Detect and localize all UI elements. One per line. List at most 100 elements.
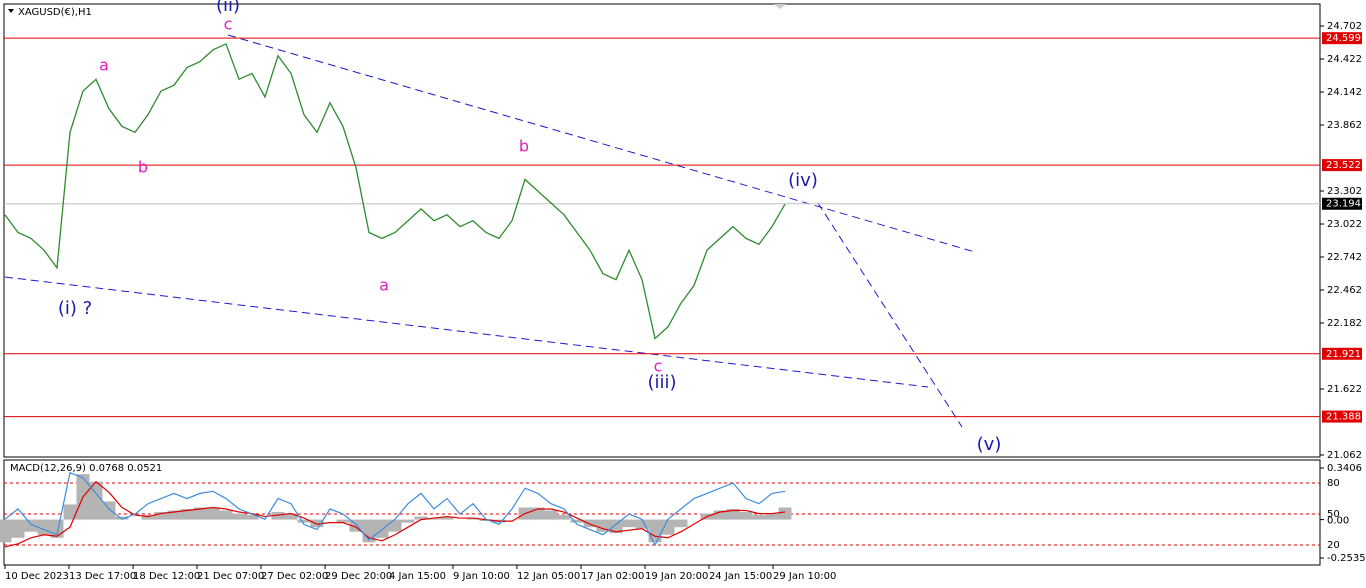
macd-bar: [401, 519, 415, 523]
signal-line: [4, 480, 786, 548]
wave-label: a: [379, 276, 389, 295]
wave-label: (i) ?: [58, 298, 92, 319]
wave-label: (iii): [647, 372, 676, 393]
x-tick-label: 13 Dec 17:00: [69, 571, 136, 582]
x-tick-label: 27 Dec 02:00: [261, 571, 328, 582]
macd-bar: [609, 519, 623, 534]
projection-line: [817, 202, 963, 428]
macd-bar: [427, 518, 441, 520]
macd-bar: [661, 519, 675, 535]
level-label: 24.599: [1326, 33, 1361, 44]
macd-bar: [154, 512, 168, 520]
macd-bar: [583, 519, 597, 528]
level-box: [1322, 347, 1362, 360]
y-tick-label: 22.462: [1327, 285, 1362, 296]
level-box: [1322, 159, 1362, 172]
macd-bar: [63, 504, 77, 520]
macd-bar: [89, 481, 103, 520]
wave-label: b: [519, 137, 529, 156]
y-tick-label: 24.702: [1327, 21, 1362, 32]
y-tick-label: 23.862: [1327, 120, 1362, 131]
lower-trendline: [4, 276, 929, 388]
macd-bar: [713, 510, 727, 520]
y-tick-label: 0.00: [1327, 516, 1349, 527]
x-tick-label: 10 Dec 2023: [5, 571, 69, 582]
macd-bar: [0, 519, 12, 543]
current-price-label: 23.194: [1326, 199, 1361, 210]
macd-bar: [778, 507, 792, 520]
x-tick-label: 4 Jan 15:00: [389, 571, 446, 582]
macd-bar: [479, 519, 493, 522]
x-tick-label: 17 Jan 02:00: [581, 571, 644, 582]
wave-label: a: [99, 56, 109, 75]
y-tick-label: 22.742: [1327, 252, 1362, 263]
wave-label: c: [654, 357, 663, 376]
wave-label: (ii): [216, 0, 240, 16]
x-tick-label: 12 Jan 05:00: [517, 571, 580, 582]
macd-bar: [167, 510, 181, 520]
trendlines: [4, 34, 976, 428]
level-box: [1322, 32, 1362, 45]
y2-tick-label: 80: [1327, 478, 1340, 489]
macd-bar: [739, 512, 753, 520]
level-box: [1322, 410, 1362, 423]
macd-bar: [648, 519, 662, 543]
y-tick-label: 21.622: [1327, 384, 1362, 395]
macd-bar: [596, 519, 610, 532]
y2-tick-label: 50: [1327, 509, 1340, 520]
y-tick-label: 24.142: [1327, 87, 1362, 98]
x-tick-label: 21 Dec 07:00: [197, 571, 264, 582]
price-line: [4, 43, 786, 340]
y-tick-label: 23.302: [1327, 186, 1362, 197]
level-label: 21.388: [1326, 412, 1361, 423]
y2-tick-label: 20: [1327, 540, 1340, 551]
macd-bar: [570, 519, 584, 523]
x-tick-label: 29 Jan 10:00: [773, 571, 836, 582]
wave-label: c: [224, 15, 233, 34]
x-tick-label: 24 Jan 15:00: [709, 571, 772, 582]
macd-bar: [24, 519, 38, 532]
x-tick-label: 29 Dec 20:00: [325, 571, 392, 582]
macd-bar: [375, 519, 389, 538]
macd-bar: [635, 519, 649, 529]
macd-bar: [180, 508, 194, 520]
oscillator-line: [4, 471, 786, 547]
macd-bar: [466, 518, 480, 520]
macd-bar: [102, 501, 116, 520]
macd-bar: [11, 519, 25, 538]
main-panel: [3, 3, 1321, 458]
y-tick-label: 0.3406: [1327, 463, 1362, 474]
macd-bar: [752, 515, 766, 520]
y-tick-label: -0.2535: [1327, 553, 1366, 564]
macd-bar: [310, 519, 324, 528]
wave-label: b: [138, 158, 148, 177]
macd-bar: [141, 515, 155, 520]
macd-bar: [284, 513, 298, 520]
menu-arrow: [8, 9, 14, 13]
wave-label: (iv): [788, 170, 818, 191]
macd-title: MACD(12,26,9) 0.0768 0.0521: [10, 463, 162, 474]
macd-bar: [115, 516, 129, 520]
macd-bar: [544, 510, 558, 520]
x-tick-label: 9 Jan 10:00: [453, 571, 510, 582]
macd-bar: [765, 513, 779, 520]
macd-bar: [336, 519, 350, 523]
macd-bar: [414, 516, 428, 520]
macd-bar: [297, 519, 311, 523]
y-tick-label: 21.062: [1327, 450, 1362, 461]
y-tick-label: 23.022: [1327, 219, 1362, 230]
macd-bar: [440, 516, 454, 520]
macd-bar: [674, 519, 688, 528]
level-label: 23.522: [1326, 160, 1361, 171]
macd-bar: [557, 515, 571, 520]
macd-bar: [232, 513, 246, 520]
macd-bar: [271, 512, 285, 520]
macd-bar: [206, 507, 220, 520]
macd-bar: [622, 519, 636, 528]
y-tick-label: 24.422: [1327, 54, 1362, 65]
x-tick-label: 19 Jan 20:00: [645, 571, 708, 582]
current-price-box: [1322, 197, 1362, 210]
macd-bar: [726, 508, 740, 520]
